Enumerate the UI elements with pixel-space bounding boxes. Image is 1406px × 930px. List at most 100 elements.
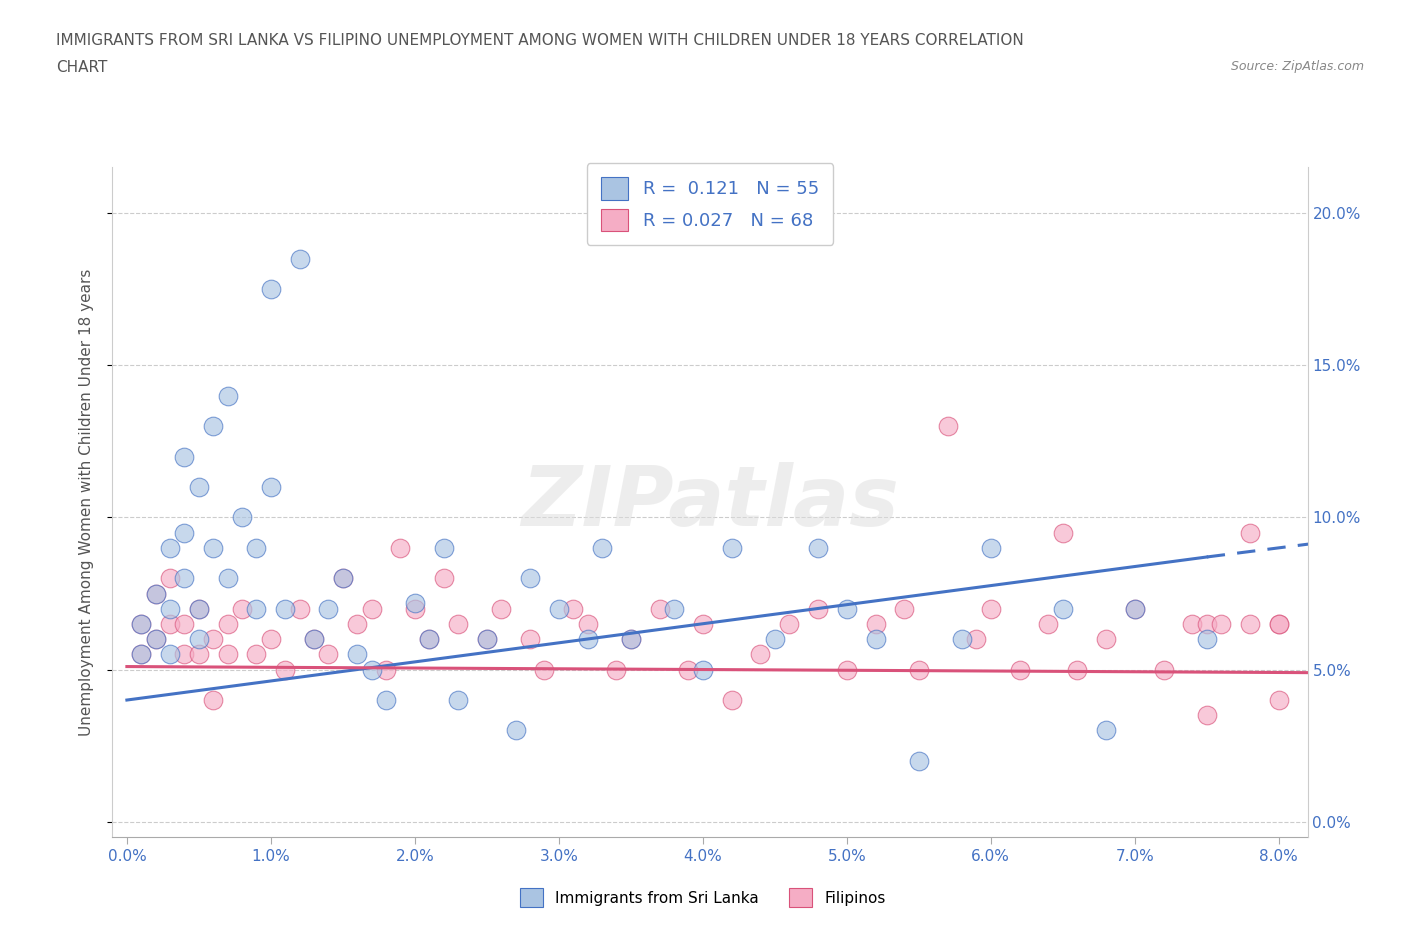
Point [907,753,929,768]
Point [145,586,167,601]
Point [129,617,152,631]
Point [980,540,1002,555]
Text: ZIPatlas: ZIPatlas [522,461,898,543]
Point [835,662,858,677]
Point [505,723,527,737]
Point [187,631,209,646]
Point [1123,602,1146,617]
Point [576,617,599,631]
Point [245,602,267,617]
Point [1195,617,1218,631]
Point [447,693,470,708]
Point [187,647,209,662]
Y-axis label: Unemployment Among Women with Children Under 18 years: Unemployment Among Women with Children U… [79,269,94,736]
Point [1095,631,1118,646]
Point [245,540,267,555]
Point [1153,662,1175,677]
Point [346,617,368,631]
Point [692,617,714,631]
Point [950,631,973,646]
Point [1038,617,1060,631]
Point [173,617,195,631]
Point [202,418,225,433]
Point [893,602,915,617]
Point [159,647,181,662]
Point [1123,602,1146,617]
Point [418,631,440,646]
Point [519,631,541,646]
Point [173,647,195,662]
Point [980,602,1002,617]
Point [763,631,786,646]
Point [288,602,311,617]
Point [129,647,152,662]
Point [491,602,513,617]
Point [260,480,283,495]
Point [332,571,354,586]
Point [1195,631,1218,646]
Point [202,693,225,708]
Point [778,617,800,631]
Point [159,602,181,617]
Point [145,631,167,646]
Point [332,571,354,586]
Point [159,571,181,586]
Point [217,388,239,403]
Point [173,449,195,464]
Point [346,647,368,662]
Point [245,647,267,662]
Point [720,540,742,555]
Point [865,617,887,631]
Point [173,525,195,540]
Point [447,617,470,631]
Point [907,662,929,677]
Point [187,480,209,495]
Point [605,662,627,677]
Point [865,631,887,646]
Point [302,631,325,646]
Point [1268,693,1291,708]
Point [360,602,382,617]
Text: Source: ZipAtlas.com: Source: ZipAtlas.com [1230,60,1364,73]
Point [260,282,283,297]
Point [274,602,297,617]
Point [202,631,225,646]
Point [145,631,167,646]
Point [562,602,585,617]
Point [1195,708,1218,723]
Point [202,540,225,555]
Point [591,540,613,555]
Point [1181,617,1204,631]
Point [433,571,456,586]
Point [217,571,239,586]
Point [678,662,700,677]
Point [620,631,643,646]
Text: IMMIGRANTS FROM SRI LANKA VS FILIPINO UNEMPLOYMENT AMONG WOMEN WITH CHILDREN UND: IMMIGRANTS FROM SRI LANKA VS FILIPINO UN… [56,33,1024,47]
Point [389,540,412,555]
Point [375,693,398,708]
Legend: R =  0.121   N = 55, R = 0.027   N = 68: R = 0.121 N = 55, R = 0.027 N = 68 [586,163,834,245]
Point [129,647,152,662]
Point [475,631,498,646]
Point [260,631,283,646]
Point [1008,662,1031,677]
Point [145,586,167,601]
Point [1211,617,1233,631]
Point [807,602,830,617]
Point [475,631,498,646]
Point [965,631,987,646]
Point [1095,723,1118,737]
Point [302,631,325,646]
Point [648,602,671,617]
Point [692,662,714,677]
Point [576,631,599,646]
Point [274,662,297,677]
Point [231,510,253,525]
Legend: Immigrants from Sri Lanka, Filipinos: Immigrants from Sri Lanka, Filipinos [515,883,891,913]
Point [217,647,239,662]
Point [187,602,209,617]
Text: CHART: CHART [56,60,108,75]
Point [1066,662,1088,677]
Point [1239,525,1261,540]
Point [1268,617,1291,631]
